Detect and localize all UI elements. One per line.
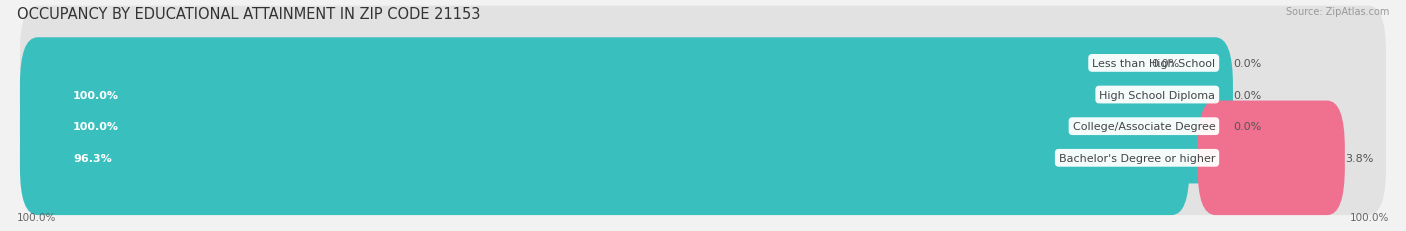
- Text: 0.0%: 0.0%: [1233, 122, 1261, 132]
- FancyBboxPatch shape: [20, 38, 1233, 152]
- Text: College/Associate Degree: College/Associate Degree: [1073, 122, 1215, 132]
- Text: 3.8%: 3.8%: [1344, 153, 1374, 163]
- Text: High School Diploma: High School Diploma: [1099, 90, 1215, 100]
- Text: 0.0%: 0.0%: [1233, 59, 1261, 69]
- Text: Source: ZipAtlas.com: Source: ZipAtlas.com: [1285, 7, 1389, 17]
- Text: 96.3%: 96.3%: [73, 153, 111, 163]
- Text: Less than High School: Less than High School: [1092, 59, 1215, 69]
- FancyBboxPatch shape: [20, 101, 1386, 215]
- FancyBboxPatch shape: [20, 7, 1386, 121]
- Text: OCCUPANCY BY EDUCATIONAL ATTAINMENT IN ZIP CODE 21153: OCCUPANCY BY EDUCATIONAL ATTAINMENT IN Z…: [17, 7, 481, 22]
- FancyBboxPatch shape: [1198, 101, 1344, 215]
- Text: 100.0%: 100.0%: [73, 90, 120, 100]
- Text: 0.0%: 0.0%: [1152, 59, 1180, 69]
- Text: 100.0%: 100.0%: [17, 212, 56, 222]
- FancyBboxPatch shape: [20, 101, 1189, 215]
- Text: 100.0%: 100.0%: [73, 122, 120, 132]
- FancyBboxPatch shape: [20, 70, 1233, 184]
- Text: 100.0%: 100.0%: [1350, 212, 1389, 222]
- FancyBboxPatch shape: [20, 38, 1386, 152]
- Text: Bachelor's Degree or higher: Bachelor's Degree or higher: [1059, 153, 1215, 163]
- FancyBboxPatch shape: [20, 70, 1386, 184]
- Text: 0.0%: 0.0%: [1233, 90, 1261, 100]
